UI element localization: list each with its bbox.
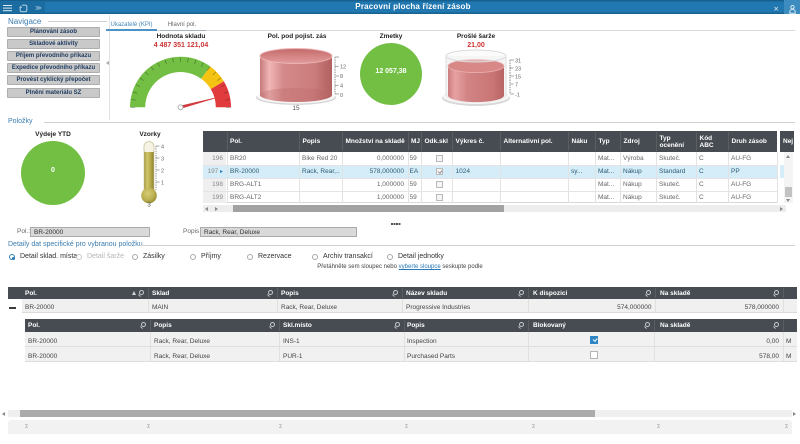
svg-text:4: 4 [161,145,164,151]
svg-text:-1: -1 [515,93,520,99]
svg-text:1: 1 [161,181,164,187]
svg-text:2: 2 [161,169,164,175]
svg-text:0: 0 [340,93,343,99]
svg-text:23: 23 [515,67,521,73]
svg-text:12: 12 [340,65,346,71]
svg-text:7: 7 [515,83,518,89]
svg-text:3: 3 [161,157,164,163]
svg-text:3: 3 [147,202,151,209]
svg-text:8: 8 [340,74,343,80]
svg-text:15: 15 [292,105,300,112]
svg-text:4: 4 [340,84,343,90]
svg-text:31: 31 [515,59,521,65]
svg-text:15: 15 [515,75,521,81]
